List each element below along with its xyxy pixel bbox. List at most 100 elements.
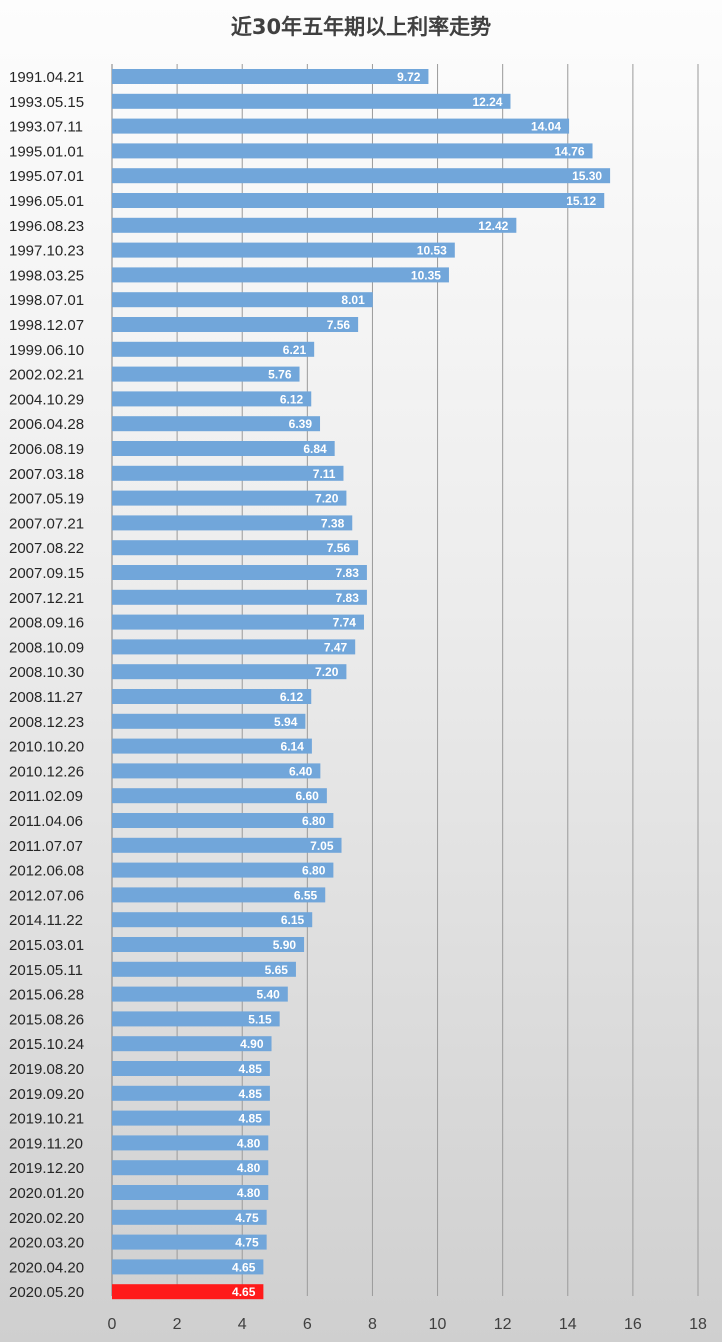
- bar-value-label: 15.12: [566, 194, 596, 208]
- bar-value-label: 6.21: [283, 343, 307, 357]
- x-tick-label: 4: [238, 1316, 247, 1333]
- category-label: 1999.06.10: [9, 342, 84, 359]
- bar: [112, 93, 511, 109]
- category-label: 2012.06.08: [9, 863, 84, 880]
- category-label: 2011.02.09: [9, 788, 83, 805]
- bar: [112, 1011, 280, 1027]
- bar: [112, 887, 326, 903]
- chart-title: 近30年五年期以上利率走势: [231, 15, 491, 39]
- category-label: 2015.05.11: [9, 962, 83, 979]
- bar-value-label: 6.80: [302, 814, 326, 828]
- x-tick-label: 2: [173, 1316, 182, 1333]
- category-label: 2010.12.26: [9, 763, 84, 780]
- bar-value-label: 7.38: [321, 516, 345, 530]
- bar: [112, 242, 455, 258]
- bar: [112, 713, 306, 729]
- category-label: 2019.11.20: [9, 1135, 83, 1152]
- bar: [112, 317, 359, 332]
- bar: [112, 1085, 270, 1101]
- category-label: 2007.03.18: [9, 466, 84, 483]
- bar-value-label: 4.85: [239, 1087, 263, 1101]
- bar: [112, 565, 367, 580]
- bar-value-label: 4.85: [239, 1112, 263, 1126]
- bar-value-label: 7.11: [313, 467, 336, 481]
- bars: 9.72 12.24 14.04 14.76 15.30 15.12 12.42 10.53 1…: [112, 69, 611, 1300]
- category-label: 2007.05.19: [9, 491, 84, 508]
- bar: [112, 1061, 270, 1076]
- bar-value-label: 6.80: [302, 864, 326, 878]
- bar-value-label: 5.76: [268, 368, 292, 382]
- bar-value-label: 6.40: [289, 764, 313, 778]
- bar-value-label: 5.15: [248, 1012, 272, 1026]
- bar-value-label: 4.75: [235, 1211, 259, 1225]
- category-labels: 1991.04.21 1993.05.15 1993.07.11 1995.01.01…: [9, 69, 84, 1301]
- bar-value-label: 4.80: [237, 1161, 261, 1175]
- category-label: 2012.07.06: [9, 887, 84, 904]
- category-label: 2006.04.28: [9, 416, 84, 433]
- bar: [112, 1234, 267, 1250]
- bar-value-label: 7.05: [310, 839, 334, 853]
- category-label: 2019.12.20: [9, 1160, 84, 1177]
- category-label: 2008.11.27: [9, 689, 83, 706]
- category-label: 1991.04.21: [9, 69, 84, 86]
- bar: [112, 1259, 264, 1275]
- bar-value-label: 14.76: [554, 144, 584, 158]
- bar: [112, 738, 312, 754]
- category-label: 2019.10.21: [9, 1111, 84, 1128]
- category-label: 2010.10.20: [9, 739, 84, 756]
- category-label: 1995.01.01: [9, 143, 84, 160]
- category-label: 2020.02.20: [9, 1210, 84, 1227]
- bar: [112, 689, 312, 704]
- category-label: 1998.12.07: [9, 317, 84, 334]
- category-label: 1995.07.01: [9, 168, 84, 185]
- bar-value-label: 7.56: [327, 318, 351, 332]
- bar: [112, 341, 315, 357]
- category-label: 2011.07.07: [9, 838, 83, 855]
- bar: [112, 1110, 270, 1126]
- bar-value-label: 7.83: [336, 566, 360, 580]
- x-tick-label: 12: [494, 1316, 512, 1333]
- bar: [112, 937, 305, 952]
- bar: [112, 589, 367, 605]
- bar: [112, 267, 449, 283]
- category-label: 2019.09.20: [9, 1086, 84, 1103]
- bar: [112, 639, 356, 655]
- bar: [112, 664, 347, 680]
- bar: [112, 540, 359, 556]
- category-label: 1997.10.23: [9, 243, 84, 260]
- category-label: 2020.01.20: [9, 1185, 84, 1202]
- category-label: 1998.07.01: [9, 292, 84, 309]
- category-label: 1996.05.01: [9, 193, 84, 210]
- category-label: 2008.12.23: [9, 714, 84, 731]
- category-label: 2011.04.06: [9, 813, 83, 830]
- bar-value-label: 4.85: [239, 1062, 263, 1076]
- bar-value-label: 10.53: [417, 244, 447, 258]
- bar: [112, 118, 570, 134]
- bar: [112, 961, 296, 977]
- bar-value-label: 4.75: [235, 1236, 259, 1250]
- bar: [112, 1185, 269, 1200]
- bar: [112, 1135, 269, 1151]
- category-label: 2019.08.20: [9, 1061, 84, 1078]
- bar: [112, 614, 364, 630]
- bar-value-label: 6.15: [281, 913, 305, 927]
- bar-value-label: 4.80: [237, 1186, 261, 1200]
- bar-value-label: 7.20: [315, 665, 339, 679]
- x-tick-label: 6: [303, 1316, 312, 1333]
- x-tick-label: 0: [108, 1316, 117, 1333]
- bar-value-label: 8.01: [341, 293, 365, 307]
- bar-value-label: 6.55: [294, 888, 318, 902]
- bar: [112, 292, 373, 308]
- bar-value-label: 6.12: [280, 392, 304, 406]
- bar-value-label: 5.94: [274, 715, 298, 729]
- bar: [112, 69, 429, 84]
- bar-value-label: 9.72: [397, 70, 421, 84]
- category-label: 2020.04.20: [9, 1259, 84, 1276]
- category-label: 2006.08.19: [9, 441, 84, 458]
- bar-value-label: 12.42: [478, 219, 508, 233]
- bar: [112, 217, 517, 233]
- bar-value-label: 4.65: [232, 1285, 256, 1299]
- bar: [112, 986, 288, 1002]
